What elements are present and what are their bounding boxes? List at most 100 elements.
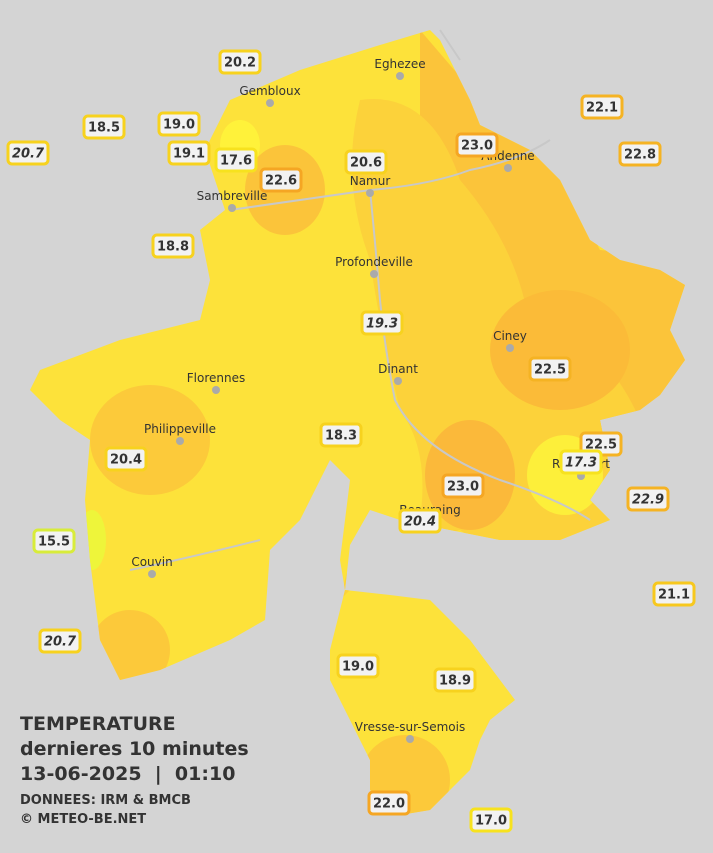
station: 20.7 — [38, 628, 82, 654]
city-dot — [228, 204, 236, 212]
station-value: 15.5 — [38, 535, 70, 550]
station-box — [433, 667, 477, 693]
station: 22.1 — [580, 94, 624, 120]
station: 23.0 — [441, 473, 485, 499]
station: 20.7 — [6, 140, 50, 166]
station: 20.4 — [398, 508, 442, 534]
station-box — [38, 628, 82, 654]
subtitle: dernieres 10 minutes — [20, 738, 249, 760]
city-dot — [212, 386, 220, 394]
station-value: 20.7 — [12, 147, 45, 162]
station-value: 18.3 — [325, 429, 357, 444]
city-name: Profondeville — [335, 255, 413, 269]
city-dot — [504, 164, 512, 172]
city-name: Florennes — [187, 371, 245, 385]
city-name: Couvin — [131, 555, 172, 569]
station-box — [580, 94, 624, 120]
zone — [490, 290, 630, 410]
title: TEMPERATURE — [20, 713, 176, 735]
station-value: 20.4 — [404, 515, 436, 530]
station: 23.0 — [455, 132, 499, 158]
station-box — [441, 473, 485, 499]
station-value: 18.5 — [88, 121, 120, 136]
station: 18.3 — [319, 422, 363, 448]
station-box — [336, 653, 380, 679]
city-dot — [506, 344, 514, 352]
station-value: 19.3 — [366, 317, 398, 332]
station-value: 17.0 — [475, 814, 507, 829]
station-value: 22.5 — [585, 438, 617, 453]
station-box — [469, 807, 513, 833]
station: 15.5 — [32, 528, 76, 554]
city-dot — [396, 72, 404, 80]
station-value: 20.6 — [350, 156, 382, 171]
city-name: Eghezee — [374, 57, 425, 71]
station-value: 20.2 — [224, 56, 256, 71]
station: 22.9 — [626, 486, 670, 512]
station-box — [360, 310, 404, 336]
station: 18.9 — [433, 667, 477, 693]
station-box — [618, 141, 662, 167]
station-box — [167, 140, 211, 166]
zone — [90, 385, 210, 495]
station-box — [214, 147, 258, 173]
station-value: 22.6 — [265, 174, 297, 189]
station-box — [151, 233, 195, 259]
city-dot — [370, 270, 378, 278]
city-name: Namur — [350, 174, 391, 188]
station: 18.5 — [82, 114, 126, 140]
station: 17.0 — [469, 807, 513, 833]
station-box — [32, 528, 76, 554]
station-box — [626, 486, 670, 512]
station: 19.0 — [336, 653, 380, 679]
station-value: 17.3 — [565, 456, 597, 471]
station: 20.6 — [344, 149, 388, 175]
station-box — [259, 167, 303, 193]
station-box — [455, 132, 499, 158]
station: 19.0 — [157, 111, 201, 137]
station: 19.1 — [167, 140, 211, 166]
station-box — [319, 422, 363, 448]
city-name: Dinant — [378, 362, 418, 376]
station-value: 22.1 — [586, 101, 618, 116]
station-box — [559, 449, 603, 475]
station-value: 23.0 — [447, 480, 479, 495]
station-box — [82, 114, 126, 140]
city-dot — [266, 99, 274, 107]
station: 19.3 — [360, 310, 404, 336]
station-value: 19.0 — [342, 660, 374, 675]
station-value: 22.8 — [624, 148, 656, 163]
copyright: © METEO-BE.NET — [20, 812, 146, 827]
city-name: Sambreville — [197, 189, 268, 203]
station-value: 20.4 — [110, 453, 142, 468]
city-dot — [406, 735, 414, 743]
station-box — [6, 140, 50, 166]
station-box — [104, 446, 148, 472]
city-dot — [176, 437, 184, 445]
river — [129, 29, 591, 571]
station: 22.0 — [367, 790, 411, 816]
station-value: 18.9 — [439, 674, 471, 689]
station-value: 19.0 — [163, 118, 195, 133]
station-value: 20.7 — [44, 635, 77, 650]
city-name: Philippeville — [144, 422, 216, 436]
station: 17.6 — [214, 147, 258, 173]
source: DONNEES: IRM & BMCB — [20, 793, 191, 808]
city-dot — [148, 570, 156, 578]
station: 20.4 — [104, 446, 148, 472]
station-value: 17.6 — [220, 154, 252, 169]
station-value: 22.9 — [632, 493, 664, 508]
station-value: 21.1 — [658, 588, 690, 603]
station: 22.5 — [528, 356, 572, 382]
station-box — [218, 49, 262, 75]
station-value: 22.5 — [534, 363, 566, 378]
city-dot — [366, 189, 374, 197]
city-dot — [394, 377, 402, 385]
station-box — [367, 790, 411, 816]
city-name: Vresse-sur-Semois — [355, 720, 465, 734]
station: 22.8 — [618, 141, 662, 167]
city-name: Gembloux — [239, 84, 300, 98]
station-box — [528, 356, 572, 382]
station: 22.6 — [259, 167, 303, 193]
